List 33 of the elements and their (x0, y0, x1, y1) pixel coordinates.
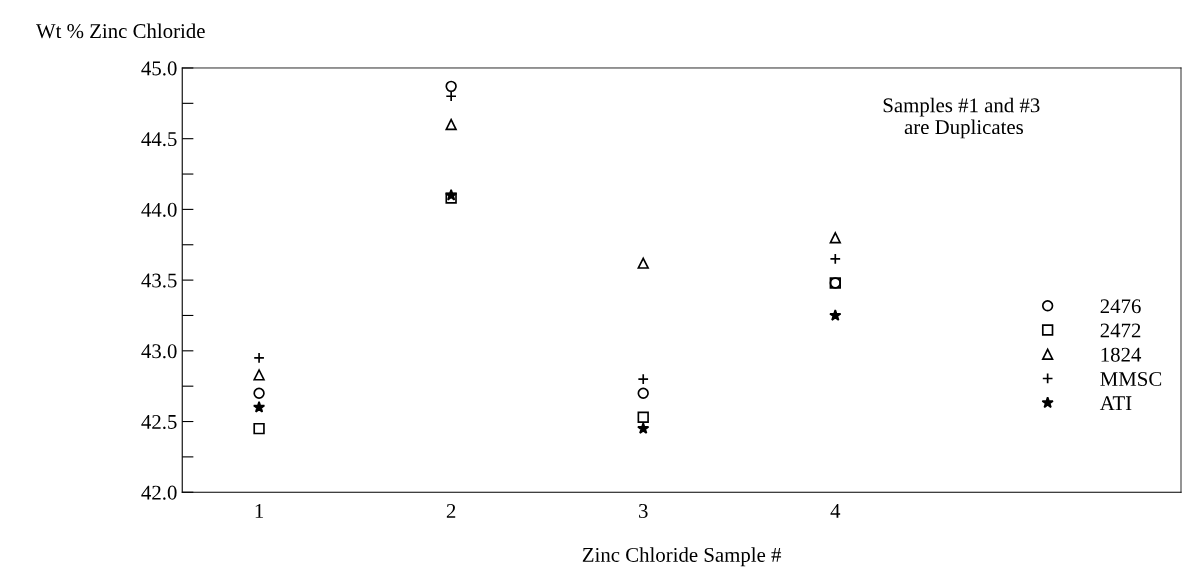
legend-label: 1824 (1101, 347, 1142, 362)
point (637, 411, 649, 423)
x-tick-label: 2 (446, 504, 456, 518)
annotation: Samples #1 and #3 are Duplicates (883, 97, 1040, 139)
point (637, 422, 650, 434)
y-tick-label: 43.5 (141, 273, 177, 288)
legend-label: 2476 (1100, 299, 1141, 314)
legend-label: ATI (1099, 396, 1132, 411)
y-tick-label: 42.5 (141, 414, 177, 430)
x-tick-label: 3 (639, 504, 648, 519)
y-tick-label: 43.0 (141, 344, 177, 359)
legend-label: 2472 (1100, 323, 1141, 338)
x-tick-label: 4 (830, 504, 841, 518)
x-axis-title: Zinc Chloride Sample # (582, 547, 782, 567)
y-tick-label: 44.0 (141, 202, 177, 217)
point (829, 231, 841, 244)
y-axis-title: Wt % Zinc Chloride (35, 23, 205, 39)
point (445, 118, 457, 131)
point (445, 192, 457, 204)
y-tick-label: 45.0 (141, 61, 177, 76)
y-tick-label: 44.5 (141, 132, 177, 147)
point (252, 400, 266, 413)
x-tick-label: 1 (255, 504, 264, 518)
point (445, 80, 457, 93)
point (253, 422, 265, 435)
point (637, 387, 649, 399)
y-tick-label: 42.0 (141, 485, 177, 500)
point (445, 188, 458, 201)
point (637, 257, 649, 269)
point (253, 369, 265, 381)
legend-label: MMSC (1100, 371, 1162, 386)
point (829, 309, 842, 321)
point (253, 387, 265, 399)
